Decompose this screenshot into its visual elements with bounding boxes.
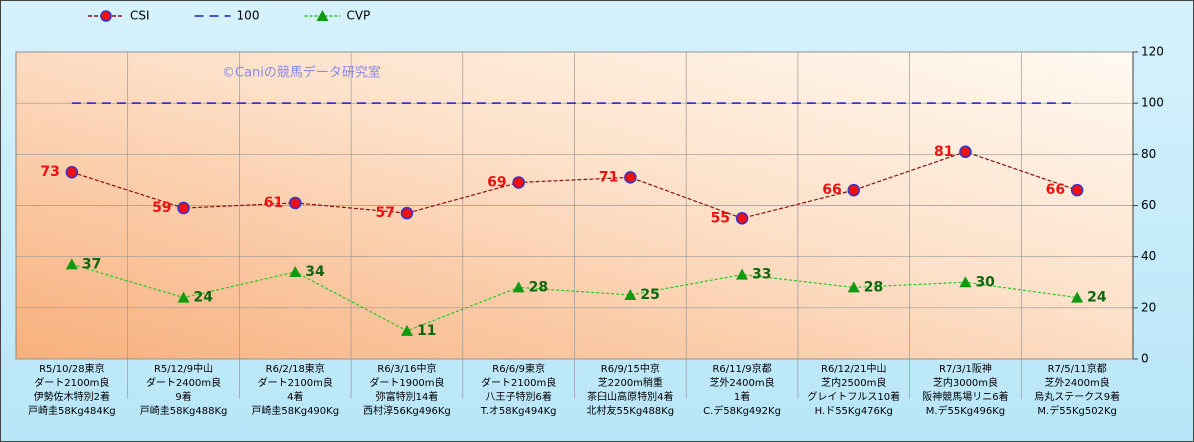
series-line xyxy=(71,151,1078,219)
x-tick-label: 戸崎圭58Kg488Kg xyxy=(140,404,228,417)
data-point xyxy=(289,196,302,210)
x-tick-label: 阪神競馬場リニ6着 xyxy=(922,390,1008,403)
x-tick-label: 芝内2500m良 xyxy=(821,376,886,389)
y-tick-label: 20 xyxy=(1141,300,1156,314)
x-tick-label: ダート2100m良 xyxy=(34,376,109,389)
data-point xyxy=(736,268,749,280)
data-label: 11 xyxy=(417,323,436,339)
legend-label: CVP xyxy=(346,9,370,23)
data-point xyxy=(959,145,972,159)
data-point xyxy=(735,212,749,225)
data-point xyxy=(65,165,79,179)
x-tick-label: ダート2100m良 xyxy=(258,376,333,389)
data-label: 24 xyxy=(1087,290,1107,306)
data-label: 37 xyxy=(82,256,101,272)
y-tick-label: 80 xyxy=(1141,147,1156,161)
data-point xyxy=(624,289,637,301)
data-point xyxy=(400,324,413,336)
x-tick-label: R6/3/16中京 xyxy=(377,362,436,375)
y-tick-label: 120 xyxy=(1141,45,1164,59)
x-tick-label: H.ド55Kg476Kg xyxy=(815,406,893,417)
watermark: ©Caniの競馬データ研究室 xyxy=(222,65,381,81)
x-tick-label: M.デ55Kg502Kg xyxy=(1037,404,1116,417)
x-tick-label: R7/3/1阪神 xyxy=(939,362,992,375)
data-point xyxy=(1070,183,1084,197)
y-tick-label: 0 xyxy=(1141,352,1149,366)
x-tick-label: 芝外2400m良 xyxy=(1045,376,1110,389)
data-label: 30 xyxy=(975,274,995,290)
x-tick-label: M.デ55Kg496Kg xyxy=(926,404,1005,417)
x-tick-label: 西村淳56Kg496Kg xyxy=(363,404,451,417)
x-tick-label: 芝2200m稍重 xyxy=(598,376,663,389)
data-point xyxy=(512,281,525,293)
x-tick-label: ダート2100m良 xyxy=(481,376,556,389)
x-tick-label: 芝外2400m良 xyxy=(709,376,774,389)
x-tick-label: 北村友55Kg488Kg xyxy=(587,404,675,417)
data-label: 81 xyxy=(934,144,953,160)
x-tick-label: 茶臼山高原特別4着 xyxy=(587,390,673,403)
data-label: 71 xyxy=(599,169,618,185)
x-tick-label: 戸崎圭58Kg490Kg xyxy=(251,404,339,417)
x-tick-label: C.デ58Kg492Kg xyxy=(703,404,781,417)
data-point xyxy=(624,171,637,184)
data-label: 66 xyxy=(822,182,841,198)
x-tick-label: グレイトフルス10着 xyxy=(807,390,900,403)
legend-marker xyxy=(316,10,329,21)
data-label: 57 xyxy=(375,205,394,221)
x-tick-label: 4着 xyxy=(287,390,303,403)
x-tick-label: R6/9/15中京 xyxy=(601,362,660,375)
data-point xyxy=(1071,291,1084,303)
data-label: 55 xyxy=(711,210,730,226)
x-tick-label: R6/11/9京都 xyxy=(712,362,771,375)
y-tick-label: 40 xyxy=(1141,249,1156,263)
x-tick-label: R5/10/28東京 xyxy=(39,362,105,375)
x-tick-label: R7/5/11京都 xyxy=(1048,362,1107,375)
x-tick-label: R6/12/21中山 xyxy=(821,362,887,375)
data-point xyxy=(400,206,414,220)
data-label: 34 xyxy=(305,264,325,280)
x-tick-label: ダート2400m良 xyxy=(146,376,221,389)
x-tick-label: 芝内3000m良 xyxy=(933,376,998,389)
data-label: 59 xyxy=(152,200,171,216)
data-label: 28 xyxy=(529,279,548,295)
x-tick-label: 弥富特別14着 xyxy=(376,390,439,403)
x-tick-label: R6/2/18東京 xyxy=(266,362,325,375)
series-line xyxy=(71,263,1078,332)
data-point xyxy=(177,291,190,303)
data-point xyxy=(847,183,860,197)
data-point xyxy=(289,266,302,278)
data-label: 25 xyxy=(640,287,659,303)
data-label: 61 xyxy=(264,195,283,211)
data-point xyxy=(847,281,860,293)
data-label: 66 xyxy=(1046,182,1065,198)
data-label: 69 xyxy=(487,174,506,190)
data-label: 28 xyxy=(864,279,883,295)
y-tick-label: 100 xyxy=(1141,96,1164,110)
data-label: 24 xyxy=(194,290,214,306)
x-tick-label: ダート1900m良 xyxy=(369,376,444,389)
data-label: 33 xyxy=(752,267,771,283)
data-label: 73 xyxy=(40,164,59,180)
y-tick-label: 60 xyxy=(1141,198,1156,212)
x-tick-label: 烏丸ステークス9着 xyxy=(1034,390,1120,403)
x-tick-label: T.オ58Kg494Kg xyxy=(480,405,557,417)
x-tick-label: 戸崎圭58Kg484Kg xyxy=(28,404,116,417)
x-tick-label: 八王子特別6着 xyxy=(485,390,551,403)
x-tick-label: 伊勢佐木特別2着 xyxy=(34,390,110,403)
legend-label: CSI xyxy=(130,9,150,23)
data-point xyxy=(512,176,525,189)
x-tick-label: R5/12/9中山 xyxy=(154,362,213,375)
x-tick-label: R6/6/9東京 xyxy=(492,362,545,375)
data-point xyxy=(959,276,972,288)
legend-label: 100 xyxy=(237,9,260,23)
legend-marker xyxy=(100,10,112,22)
data-point xyxy=(65,258,78,270)
x-tick-label: 9着 xyxy=(175,390,191,403)
x-tick-label: 1着 xyxy=(734,390,750,403)
data-point xyxy=(177,201,190,215)
